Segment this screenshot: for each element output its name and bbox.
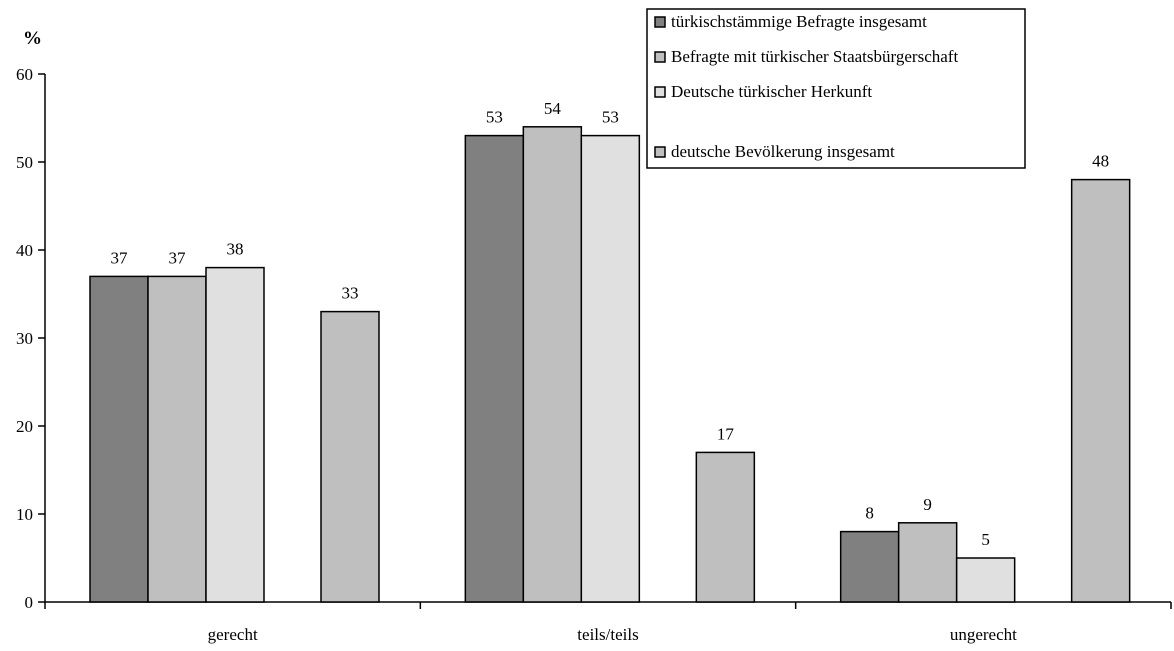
legend-entry-label: deutsche Bevölkerung insgesamt <box>671 142 895 161</box>
data-label: 33 <box>342 284 359 303</box>
x-category-label: gerecht <box>208 625 258 644</box>
bar <box>955 557 1016 603</box>
data-label: 53 <box>602 108 619 127</box>
y-tick-label: 0 <box>25 593 34 612</box>
bar <box>580 134 641 603</box>
data-label: 48 <box>1092 152 1109 171</box>
data-label: 9 <box>923 495 932 514</box>
bar <box>897 522 958 603</box>
legend-swatch <box>654 51 666 63</box>
y-tick-label: 10 <box>16 505 33 524</box>
y-tick-label: 40 <box>16 241 33 260</box>
data-label: 5 <box>981 530 990 549</box>
legend-box <box>646 8 1026 169</box>
legend-swatch <box>654 16 666 28</box>
data-label: 54 <box>544 99 562 118</box>
data-label: 37 <box>169 248 187 267</box>
bar <box>839 530 900 603</box>
legend: türkischstämmige Befragte insgesamt Befra… <box>646 8 1026 169</box>
bar <box>205 266 265 603</box>
legend-swatch <box>654 146 666 158</box>
bar <box>147 275 207 603</box>
x-category-label: teils/teils <box>577 625 638 644</box>
legend-entry-label: Deutsche türkischer Herkunft <box>671 82 872 101</box>
legend-entry-label: türkischstämmige Befragte insgesamt <box>671 12 927 31</box>
data-label: 37 <box>111 248 129 267</box>
bar <box>320 310 380 603</box>
y-tick-label: 30 <box>16 329 33 348</box>
data-label: 8 <box>865 504 874 523</box>
y-tick-label: 60 <box>16 65 33 84</box>
y-tick-label: 20 <box>16 417 33 436</box>
legend-swatch <box>654 86 666 98</box>
bar <box>695 451 756 603</box>
bar <box>89 275 149 603</box>
bar <box>464 134 525 603</box>
legend-entry-label: Befragte mit türkischer Staatsbürgerscha… <box>671 47 958 66</box>
data-label: 38 <box>227 240 244 259</box>
bar <box>522 126 583 603</box>
bar <box>1070 178 1131 603</box>
data-label: 53 <box>486 108 503 127</box>
x-category-label: ungerecht <box>950 625 1017 644</box>
y-axis-unit-label: % <box>23 28 42 49</box>
y-tick-label: 50 <box>16 153 33 172</box>
data-label: 17 <box>717 424 735 443</box>
